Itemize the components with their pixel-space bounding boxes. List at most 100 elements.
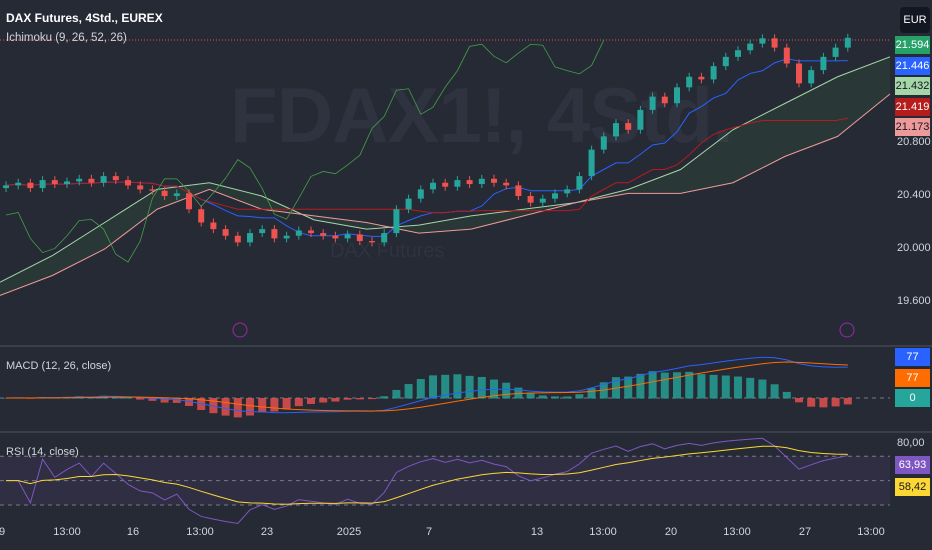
candle[interactable] [295,230,302,236]
candle[interactable] [747,43,754,51]
currency-button[interactable]: EUR [900,7,930,33]
candle[interactable] [259,229,266,234]
candle[interactable] [393,209,400,234]
ichimoku-legend[interactable]: Ichimoku (9, 26, 52, 26) [6,32,127,44]
candle[interactable] [491,178,497,183]
candle[interactable] [344,234,351,239]
candle[interactable] [808,70,815,84]
candle[interactable] [137,185,144,190]
candle[interactable] [76,178,83,182]
candle[interactable] [308,230,314,234]
candle[interactable] [539,198,546,203]
span-b-line [0,93,891,296]
rsi-legend[interactable]: RSI (14, close) [6,446,79,458]
candle[interactable] [198,209,205,223]
macd-line [5,356,848,414]
candle[interactable] [625,123,632,130]
candle[interactable] [125,180,131,186]
candle[interactable] [381,233,388,243]
candle[interactable] [247,233,253,243]
chart-title[interactable]: DAX Futures, 4Std., EUREX [6,11,163,25]
candle[interactable] [149,189,156,191]
candle[interactable] [39,180,46,189]
candle[interactable] [442,182,449,187]
rsi-value-tag: 63,93 [895,456,930,474]
candle[interactable] [271,229,278,239]
event-marker-icon[interactable] [839,322,855,338]
ichimoku-cloud [0,56,890,296]
candle[interactable] [210,222,217,230]
macd-histogram-bar [124,397,132,399]
macd-histogram-bar [502,382,511,399]
candle[interactable] [369,241,375,243]
x-axis-label: 13 [530,526,544,538]
macd-histogram-bar [758,379,767,399]
candle[interactable] [722,56,729,67]
candle[interactable] [796,63,802,84]
candle[interactable] [478,178,485,185]
macd-value-tag: 77 [895,368,930,387]
price-tag: 21.446 [895,56,930,75]
dividend-marker-icon[interactable] [232,322,248,338]
candle[interactable] [234,235,241,243]
x-axis-label: 20 [664,526,678,538]
candle[interactable] [51,180,58,185]
candle[interactable] [405,198,412,210]
candle[interactable] [503,182,510,186]
candle[interactable] [576,176,583,190]
candle[interactable] [222,229,229,236]
candle[interactable] [454,180,461,187]
candle[interactable] [320,233,327,236]
candle[interactable] [759,38,766,44]
candle[interactable] [564,189,571,194]
candle[interactable] [112,176,119,181]
candle[interactable] [649,96,656,110]
macd-histogram-bar [160,398,169,403]
rsi-line [6,437,848,525]
candle[interactable] [820,56,827,71]
candle[interactable] [466,180,473,185]
candle[interactable] [552,193,558,199]
candle[interactable] [356,234,363,242]
macd-histogram-bar [392,389,401,399]
candle[interactable] [15,182,22,186]
candle[interactable] [674,87,680,104]
candle[interactable] [173,193,180,196]
macd-value-tag: 0 [895,389,930,407]
candle[interactable] [161,190,168,196]
candle[interactable] [613,123,619,137]
candle[interactable] [186,193,192,210]
candle[interactable] [332,235,339,239]
candle[interactable] [527,196,534,203]
macd-histogram-bar [416,379,425,399]
macd-histogram-bar [380,396,389,399]
candle[interactable] [588,149,595,177]
candle[interactable] [844,37,851,48]
candle[interactable] [637,109,644,130]
candle[interactable] [686,76,693,88]
macd-legend[interactable]: MACD (12, 26, close) [6,360,112,372]
candle[interactable] [661,96,668,104]
macd-histogram-bar [355,398,364,400]
candle[interactable] [417,189,424,199]
candle[interactable] [430,182,436,190]
candle[interactable] [710,66,717,80]
candle[interactable] [735,50,741,57]
candle[interactable] [698,76,705,80]
macd-histogram-bar [148,398,157,401]
rsi-band [0,456,890,505]
macd-histogram-bar [782,391,791,399]
candle[interactable] [515,185,522,196]
macd-histogram-bar [441,374,450,399]
candle[interactable] [64,181,70,185]
candle[interactable] [3,185,9,189]
candle[interactable] [27,182,34,189]
candle[interactable] [783,47,790,64]
candle[interactable] [832,47,839,57]
candle[interactable] [100,176,107,183]
candle[interactable] [600,136,607,150]
candle[interactable] [771,38,778,48]
candle[interactable] [88,178,95,183]
candle[interactable] [283,235,290,239]
